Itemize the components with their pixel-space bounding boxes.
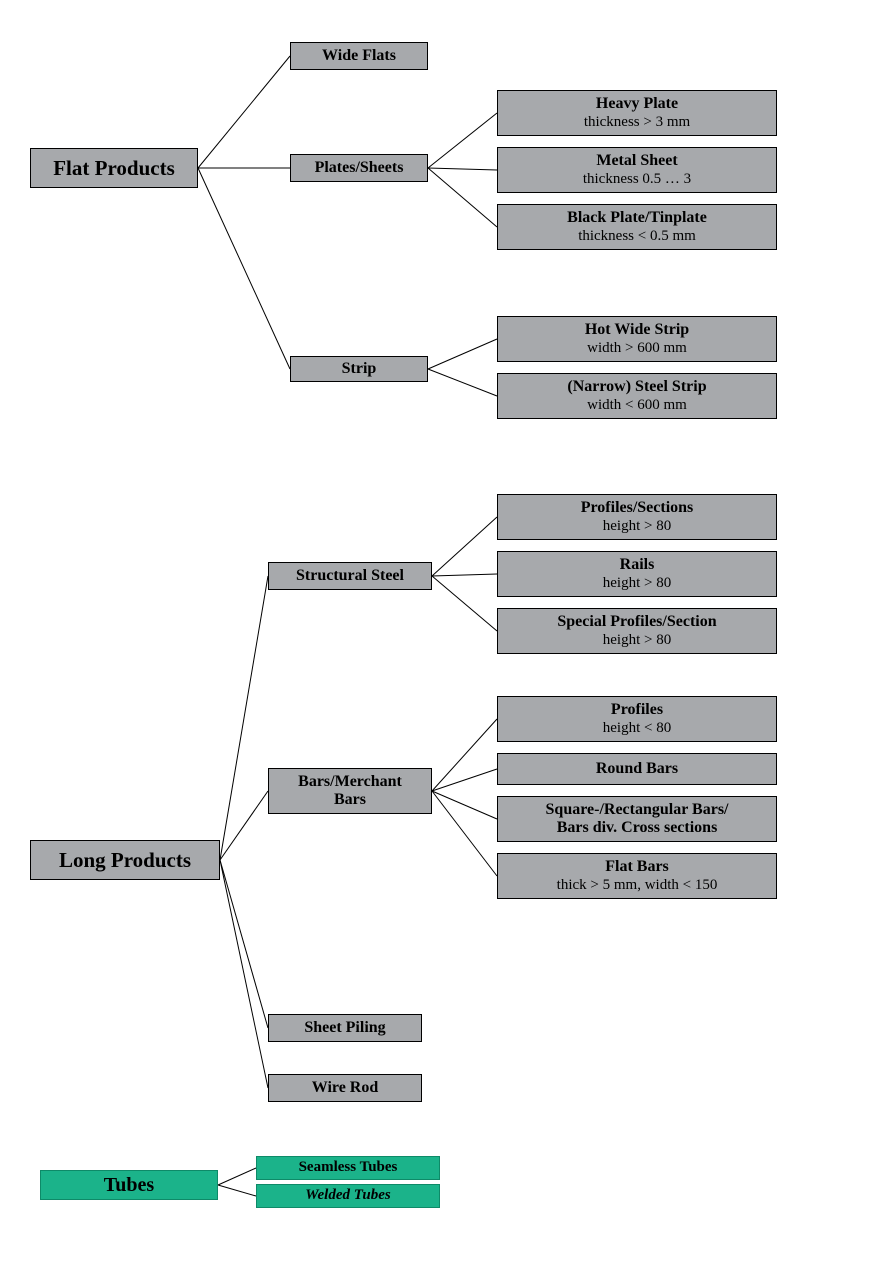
edge-struct-prof80 [432,517,497,576]
edge-bars-flatbar [432,791,497,876]
node-hotwide-subtitle: width > 600 mm [587,340,687,357]
node-prof-title: Profiles [611,701,663,719]
node-prof-subtitle: height < 80 [603,720,671,737]
node-heavy: Heavy Platethickness > 3 mm [497,90,777,136]
node-seamless-title: Seamless Tubes [299,1159,398,1176]
edge-plates-metal [428,168,497,170]
node-narrow-title: (Narrow) Steel Strip [567,378,706,396]
node-spec-subtitle: height > 80 [603,632,671,649]
node-wide-title: Wide Flats [322,47,396,65]
node-flatbar: Flat Barsthick > 5 mm, width < 150 [497,853,777,899]
node-wire: Wire Rod [268,1074,422,1102]
node-long-title: Long Products [59,848,191,872]
node-flatbar-subtitle: thick > 5 mm, width < 150 [557,877,718,894]
node-black-title: Black Plate/Tinplate [567,209,707,227]
edge-flat-strip [198,168,290,369]
node-black-subtitle: thickness < 0.5 mm [578,228,696,245]
node-prof80-subtitle: height > 80 [603,518,671,535]
node-tubes: Tubes [40,1170,218,1200]
node-prof80-title: Profiles/Sections [581,499,694,517]
node-flat: Flat Products [30,148,198,188]
node-piling: Sheet Piling [268,1014,422,1042]
edge-tubes-welded [218,1185,256,1196]
node-wire-title: Wire Rod [312,1079,379,1097]
node-strip: Strip [290,356,428,382]
edge-plates-black [428,168,497,227]
node-rails-subtitle: height > 80 [603,575,671,592]
node-welded: Welded Tubes [256,1184,440,1208]
node-plates: Plates/Sheets [290,154,428,182]
node-welded-title: Welded Tubes [305,1187,390,1204]
steel-products-tree: Flat Products Wide Flats Plates/Sheets Stri… [0,0,876,1272]
node-heavy-subtitle: thickness > 3 mm [584,114,690,131]
edge-strip-narrow [428,369,497,396]
edge-tubes-seamless [218,1168,256,1185]
node-metal: Metal Sheetthickness 0.5 … 3 [497,147,777,193]
edge-bars-square [432,791,497,819]
node-heavy-title: Heavy Plate [596,95,678,113]
node-square: Square-/Rectangular Bars/ Bars div. Cros… [497,796,777,842]
node-hotwide-title: Hot Wide Strip [585,321,689,339]
node-metal-subtitle: thickness 0.5 … 3 [583,171,691,188]
node-square-title: Square-/Rectangular Bars/ Bars div. Cros… [546,801,729,838]
node-prof: Profilesheight < 80 [497,696,777,742]
edge-strip-hotwide [428,339,497,369]
node-rails: Railsheight > 80 [497,551,777,597]
edge-bars-round [432,769,497,791]
edge-long-piling [220,860,268,1028]
edge-flat-wide [198,56,290,168]
node-tubes-title: Tubes [104,1174,154,1197]
node-black: Black Plate/Tinplatethickness < 0.5 mm [497,204,777,250]
edge-bars-prof [432,719,497,791]
node-narrow-subtitle: width < 600 mm [587,397,687,414]
edge-struct-rails [432,574,497,576]
node-struct-title: Structural Steel [296,567,404,585]
node-spec-title: Special Profiles/Section [557,613,716,631]
node-long: Long Products [30,840,220,880]
node-piling-title: Sheet Piling [304,1019,385,1037]
node-wide: Wide Flats [290,42,428,70]
node-prof80: Profiles/Sectionsheight > 80 [497,494,777,540]
node-flatbar-title: Flat Bars [605,858,669,876]
node-plates-title: Plates/Sheets [315,159,404,177]
edge-struct-spec [432,576,497,631]
node-strip-title: Strip [342,360,377,378]
node-round: Round Bars [497,753,777,785]
node-seamless: Seamless Tubes [256,1156,440,1180]
edge-long-bars [220,791,268,860]
node-round-title: Round Bars [596,760,678,778]
node-spec: Special Profiles/Sectionheight > 80 [497,608,777,654]
edge-plates-heavy [428,113,497,168]
edge-long-wire [220,860,268,1088]
edge-long-struct [220,576,268,860]
node-narrow: (Narrow) Steel Stripwidth < 600 mm [497,373,777,419]
node-flat-title: Flat Products [53,156,175,180]
node-struct: Structural Steel [268,562,432,590]
node-hotwide: Hot Wide Stripwidth > 600 mm [497,316,777,362]
node-bars: Bars/Merchant Bars [268,768,432,814]
node-metal-title: Metal Sheet [596,152,677,170]
node-bars-title: Bars/Merchant Bars [298,773,402,810]
node-rails-title: Rails [620,556,655,574]
